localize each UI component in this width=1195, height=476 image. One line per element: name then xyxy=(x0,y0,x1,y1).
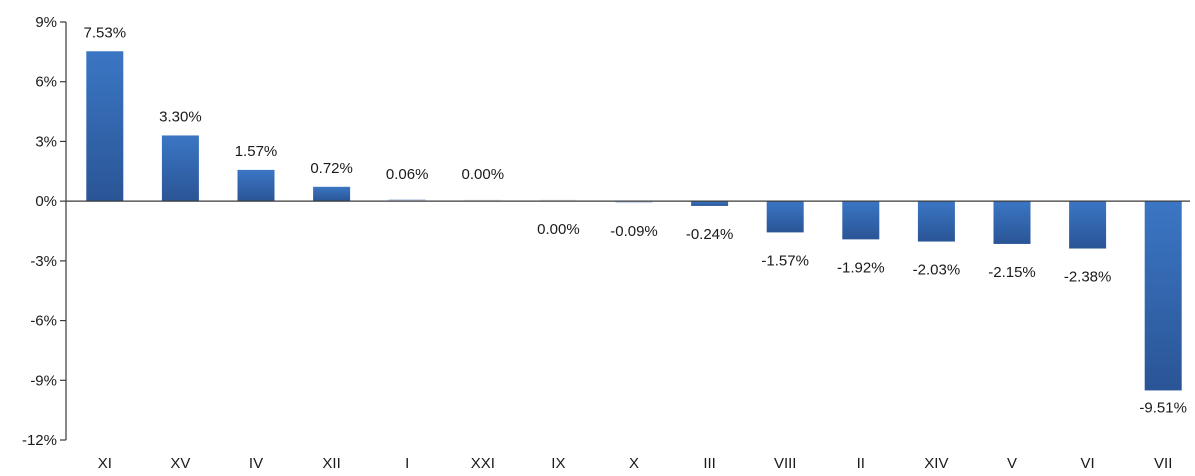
x-tick-label-x: X xyxy=(629,455,639,472)
data-label-xii: 0.72% xyxy=(310,160,353,177)
data-label-xxi: 0.00% xyxy=(462,166,505,183)
y-axis: 9% 6% 3% 0% -3% -6% -9% -12% xyxy=(22,14,67,449)
data-label-iv: 1.57% xyxy=(235,143,278,160)
data-labels: 7.53% 3.30% 1.57% 0.72% 0.06% 0.00% 0.00% -0.09… xyxy=(84,24,1187,416)
data-label-xv: 3.30% xyxy=(159,108,202,125)
bar-ii xyxy=(842,201,880,240)
x-tick-label-xi: XI xyxy=(98,455,112,472)
bar-vii xyxy=(1144,201,1182,391)
x-tick-label-i: I xyxy=(405,455,409,472)
bar-xii xyxy=(313,186,351,202)
x-tick-label-ii: II xyxy=(857,455,865,472)
x-tick-label-xiv: XIV xyxy=(924,455,948,472)
x-tick-label-xv: XV xyxy=(170,455,190,472)
y-tick-label: 3% xyxy=(35,133,57,150)
y-tick-label: -12% xyxy=(22,432,57,449)
bar-x xyxy=(615,201,653,204)
y-tick-label: 0% xyxy=(35,193,57,210)
data-label-ix: 0.00% xyxy=(537,221,580,238)
x-axis-labels: XI XV IV XII I XXI IX X III VIII II XIV V VI VII xyxy=(98,455,1173,472)
data-label-v: -2.15% xyxy=(988,264,1036,281)
y-tick-label: 9% xyxy=(35,14,57,31)
bar-v xyxy=(993,201,1031,244)
y-tick-label: -9% xyxy=(30,372,57,389)
bar-xi xyxy=(86,51,124,202)
bar-iv xyxy=(237,169,275,202)
x-tick-label-iv: IV xyxy=(249,455,263,472)
bar-iii xyxy=(691,201,729,206)
data-label-vii: -9.51% xyxy=(1139,399,1187,416)
data-label-x: -0.09% xyxy=(610,223,658,240)
bars xyxy=(86,51,1182,391)
data-label-viii: -1.57% xyxy=(761,252,809,269)
bar-vi xyxy=(1069,201,1107,249)
y-tick-label: -3% xyxy=(30,253,57,270)
x-tick-label-vii: VII xyxy=(1154,455,1172,472)
bar-xiv xyxy=(917,201,955,242)
y-tick-label: 6% xyxy=(35,74,57,91)
data-label-i: 0.06% xyxy=(386,166,429,183)
data-label-xiv: -2.03% xyxy=(913,262,961,279)
x-tick-label-xxi: XXI xyxy=(471,455,495,472)
bar-viii xyxy=(766,201,804,233)
x-tick-label-ix: IX xyxy=(551,455,565,472)
x-tick-label-xii: XII xyxy=(322,455,340,472)
bar-i xyxy=(388,199,426,202)
data-label-iii: -0.24% xyxy=(686,226,734,243)
bar-ix xyxy=(539,199,577,202)
x-tick-label-viii: VIII xyxy=(774,455,797,472)
bar-xv xyxy=(161,135,199,202)
x-tick-label-v: V xyxy=(1007,455,1017,472)
data-label-ii: -1.92% xyxy=(837,259,885,276)
data-label-vi: -2.38% xyxy=(1064,269,1112,286)
data-label-xi: 7.53% xyxy=(84,24,127,41)
x-tick-label-vi: VI xyxy=(1081,455,1095,472)
bar-xxi xyxy=(464,199,502,202)
y-tick-label: -6% xyxy=(30,313,57,330)
x-tick-label-iii: III xyxy=(703,455,716,472)
